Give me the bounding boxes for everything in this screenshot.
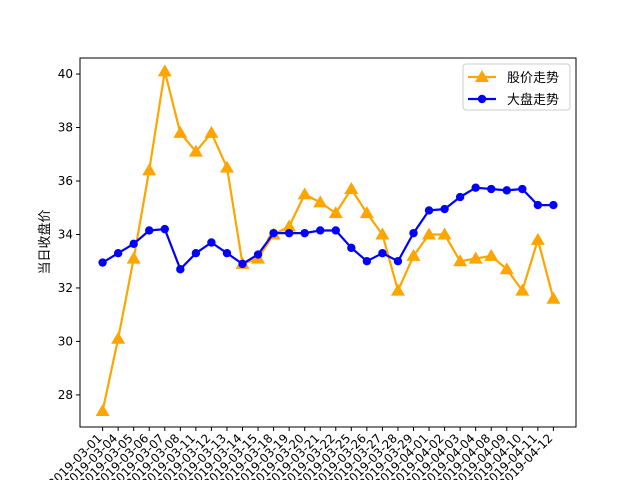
data-point-circle [300, 228, 309, 238]
data-point-circle [191, 248, 201, 258]
data-point-circle [471, 183, 480, 192]
data-point-triangle [173, 125, 188, 138]
data-point-circle [393, 257, 403, 266]
data-point-triangle [157, 64, 172, 77]
y-tick-label: 38 [58, 121, 73, 135]
data-point-circle [113, 248, 123, 258]
data-point-triangle [406, 248, 421, 261]
data-point-triangle [313, 195, 328, 208]
data-point-circle [533, 200, 543, 210]
data-point-circle [362, 257, 372, 266]
legend-label-2: 大盘走势 [507, 92, 559, 108]
data-point-circle [160, 224, 169, 234]
y-tick-label: 28 [58, 388, 73, 402]
legend-marker-triangle [475, 70, 489, 83]
data-point-triangle [126, 251, 141, 264]
data-point-triangle [468, 251, 483, 264]
data-point-triangle [515, 283, 530, 296]
data-point-triangle [437, 227, 452, 240]
data-point-triangle [219, 160, 234, 173]
data-point-triangle [344, 182, 359, 195]
y-tick-label: 32 [58, 281, 73, 295]
data-point-circle [331, 226, 340, 235]
data-point-triangle [530, 232, 545, 245]
data-point-triangle [484, 248, 499, 261]
legend-label-1: 股价走势 [507, 70, 559, 86]
data-point-triangle [390, 283, 405, 296]
data-point-triangle [499, 262, 514, 275]
data-point-triangle [453, 254, 468, 267]
data-point-circle [347, 243, 356, 253]
data-point-triangle [359, 206, 374, 219]
data-point-circle [98, 258, 107, 267]
data-point-circle [440, 204, 449, 214]
data-point-circle [145, 226, 154, 235]
data-point-triangle [297, 187, 312, 200]
data-point-circle [549, 200, 558, 210]
data-point-triangle [95, 403, 110, 416]
data-point-circle [455, 192, 465, 202]
y-tick-label: 36 [58, 174, 73, 188]
legend-marker-circle [477, 94, 487, 104]
y-tick-label: 34 [58, 227, 73, 241]
data-point-triangle [282, 219, 297, 232]
y-axis-label: 当日收盘价 [37, 209, 53, 274]
data-point-circle [487, 184, 496, 194]
plot-area [79, 57, 577, 428]
data-point-circle [222, 248, 232, 258]
data-point-circle [518, 184, 527, 194]
y-tick-label: 30 [58, 334, 73, 348]
y-tick-label: 40 [58, 67, 73, 81]
data-point-circle [176, 265, 185, 274]
data-point-triangle [188, 144, 203, 157]
data-point-circle [207, 238, 216, 247]
data-point-triangle [204, 125, 219, 138]
data-point-triangle [546, 291, 561, 304]
data-point-circle [316, 226, 325, 235]
data-point-triangle [328, 206, 343, 219]
data-point-circle [284, 228, 294, 238]
data-point-circle [409, 228, 418, 238]
data-point-circle [378, 248, 387, 258]
data-point-circle [129, 239, 138, 249]
data-point-circle [502, 186, 511, 195]
data-point-circle [269, 228, 278, 238]
data-point-circle [238, 259, 247, 269]
data-point-circle [424, 206, 434, 215]
data-point-triangle [111, 331, 126, 344]
data-point-triangle [422, 227, 437, 240]
data-point-circle [253, 250, 263, 259]
data-point-triangle [142, 163, 157, 176]
data-point-triangle [375, 227, 390, 240]
